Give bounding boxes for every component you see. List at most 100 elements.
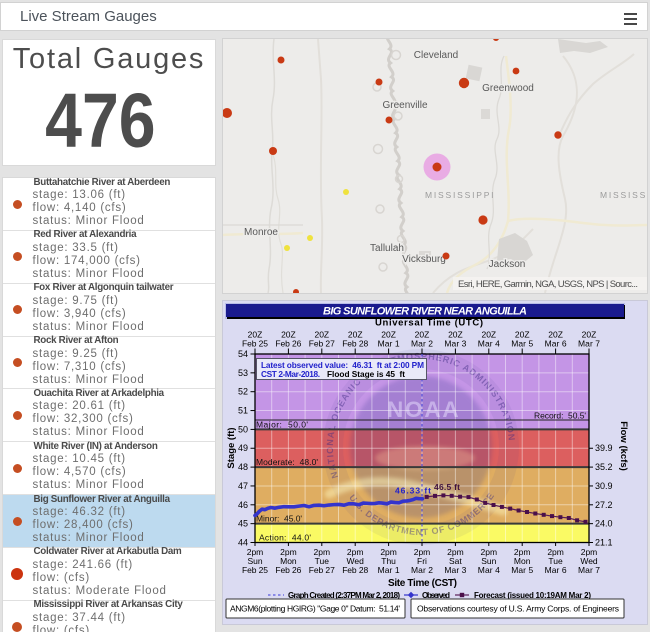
svg-text:NOAA: NOAA: [387, 397, 460, 422]
svg-text:Feb 26: Feb 26: [275, 565, 301, 575]
svg-text:Greenwood: Greenwood: [482, 83, 534, 94]
svg-text:Mar 3: Mar 3: [444, 565, 466, 575]
svg-text:Mar 7: Mar 7: [578, 565, 600, 575]
svg-text:Mar 6: Mar 6: [545, 339, 567, 349]
svg-text:Observations courtesy of U.S.: Observations courtesy of U.S. Army Corps…: [417, 604, 619, 614]
svg-text:Observed: Observed: [422, 591, 450, 600]
svg-text:BIG SUNFLOWER RIVER NEAR ANGUI: BIG SUNFLOWER RIVER NEAR ANGUILLA: [323, 306, 527, 318]
svg-text:Mon: Mon: [514, 556, 531, 566]
svg-text:Esri, HERE, Garmin, NGA, USGS,: Esri, HERE, Garmin, NGA, USGS, NPS | Sou…: [458, 279, 638, 290]
svg-text:MISSISSIPPI: MISSISSIPPI: [425, 190, 495, 200]
svg-text:Wed: Wed: [580, 556, 598, 566]
svg-text:46.33 ft: 46.33 ft: [395, 486, 431, 496]
svg-text:Sat: Sat: [449, 556, 462, 566]
svg-text:Mar 4: Mar 4: [478, 565, 500, 575]
svg-text:2pm: 2pm: [347, 547, 364, 557]
svg-text:Mar 7: Mar 7: [578, 339, 600, 349]
svg-text:Feb 28: Feb 28: [342, 339, 368, 349]
svg-text:Mar 1: Mar 1: [378, 339, 400, 349]
svg-text:Jackson: Jackson: [489, 259, 526, 270]
svg-text:46: 46: [238, 500, 248, 510]
svg-text:20Z: 20Z: [448, 330, 463, 340]
svg-text:44: 44: [238, 538, 248, 548]
svg-text:49: 49: [238, 443, 248, 453]
svg-text:Feb 26: Feb 26: [275, 339, 301, 349]
svg-text:35.2: 35.2: [595, 462, 613, 472]
svg-text:2pm: 2pm: [380, 547, 397, 557]
svg-text:Mar 5: Mar 5: [511, 565, 533, 575]
svg-text:Mar 2: Mar 2: [411, 339, 433, 349]
svg-text:45: 45: [238, 519, 248, 529]
svg-text:Sun: Sun: [247, 556, 262, 566]
svg-text:2pm: 2pm: [481, 547, 498, 557]
svg-text:20Z: 20Z: [248, 330, 263, 340]
svg-text:30.9: 30.9: [595, 481, 613, 491]
svg-text:Tue: Tue: [315, 556, 330, 566]
svg-text:51: 51: [238, 406, 248, 416]
svg-text:Graph Created (2:37PM Mar 2, 2: Graph Created (2:37PM Mar 2, 2018): [288, 591, 400, 600]
svg-text:20Z: 20Z: [381, 330, 396, 340]
svg-text:46.5 ft: 46.5 ft: [434, 482, 460, 492]
svg-text:Mar 6: Mar 6: [545, 565, 567, 575]
svg-text:Greenville: Greenville: [382, 100, 427, 111]
svg-text:2pm: 2pm: [547, 547, 564, 557]
svg-text:Stage (ft): Stage (ft): [226, 427, 237, 468]
svg-text:Minor: 45.0': Minor: 45.0': [256, 514, 302, 524]
svg-text:Flow (kcfs): Flow (kcfs): [618, 421, 629, 471]
svg-text:20Z: 20Z: [481, 330, 496, 340]
svg-text:2pm: 2pm: [514, 547, 531, 557]
svg-text:Site Time (CST): Site Time (CST): [388, 578, 457, 589]
svg-text:24.0: 24.0: [595, 519, 613, 529]
svg-text:Tue: Tue: [548, 556, 563, 566]
svg-text:27.2: 27.2: [595, 500, 613, 510]
svg-text:Mar 5: Mar 5: [511, 339, 533, 349]
svg-text:Wed: Wed: [347, 556, 365, 566]
svg-text:Action: 44.0': Action: 44.0': [259, 533, 311, 543]
svg-text:Feb 25: Feb 25: [242, 339, 268, 349]
svg-text:Fri: Fri: [417, 556, 427, 566]
svg-text:20Z: 20Z: [515, 330, 530, 340]
svg-text:Feb 27: Feb 27: [309, 339, 335, 349]
svg-text:Thu: Thu: [381, 556, 396, 566]
svg-text:Latest observed value: 46.31: Latest observed value: 46.31 ft at 2:00 …: [261, 360, 424, 370]
svg-text:Mar 3: Mar 3: [444, 339, 466, 349]
svg-text:20Z: 20Z: [348, 330, 363, 340]
svg-text:39.9: 39.9: [595, 443, 613, 453]
svg-text:Record: 50.5': Record: 50.5': [534, 411, 586, 421]
svg-text:Moderate: 48.0': Moderate: 48.0': [256, 457, 318, 467]
svg-text:Mar 1: Mar 1: [378, 565, 400, 575]
svg-text:Vicksburg: Vicksburg: [402, 254, 446, 265]
svg-text:47: 47: [238, 481, 248, 491]
svg-text:Monroe: Monroe: [244, 227, 278, 238]
svg-text:21.1: 21.1: [595, 538, 613, 548]
svg-text:2pm: 2pm: [581, 547, 598, 557]
svg-text:48: 48: [238, 462, 248, 472]
svg-text:2pm: 2pm: [414, 547, 431, 557]
svg-text:Tallulah: Tallulah: [370, 243, 404, 254]
svg-text:2pm: 2pm: [280, 547, 297, 557]
svg-text:20Z: 20Z: [314, 330, 329, 340]
svg-text:2pm: 2pm: [247, 547, 264, 557]
svg-text:2pm: 2pm: [447, 547, 464, 557]
svg-text:52: 52: [238, 387, 248, 397]
svg-text:20Z: 20Z: [582, 330, 597, 340]
svg-text:ANGM6(plotting HGIRG) "Gage 0": ANGM6(plotting HGIRG) "Gage 0" Datum: 51…: [230, 604, 400, 614]
svg-text:54: 54: [238, 349, 248, 359]
svg-text:20Z: 20Z: [548, 330, 563, 340]
svg-text:Mar 2: Mar 2: [411, 565, 433, 575]
svg-text:Universal Time (UTC): Universal Time (UTC): [375, 318, 483, 329]
svg-text:Cleveland: Cleveland: [414, 50, 458, 61]
svg-text:20Z: 20Z: [281, 330, 296, 340]
svg-text:Mar 4: Mar 4: [478, 339, 500, 349]
svg-text:50: 50: [238, 424, 248, 434]
svg-text:20Z: 20Z: [415, 330, 430, 340]
svg-text:Mon: Mon: [280, 556, 297, 566]
svg-text:Feb 27: Feb 27: [309, 565, 335, 575]
svg-text:2pm: 2pm: [314, 547, 331, 557]
svg-text:Feb 25: Feb 25: [242, 565, 268, 575]
svg-text:53: 53: [238, 368, 248, 378]
svg-text:MISSISS: MISSISS: [600, 190, 647, 200]
svg-text:Flood Stage is 45 ft: Flood Stage is 45 ft: [327, 369, 405, 379]
svg-text:CST 2-Mar-2018.: CST 2-Mar-2018.: [261, 369, 320, 379]
svg-text:Major: 50.0': Major: 50.0': [256, 419, 308, 429]
